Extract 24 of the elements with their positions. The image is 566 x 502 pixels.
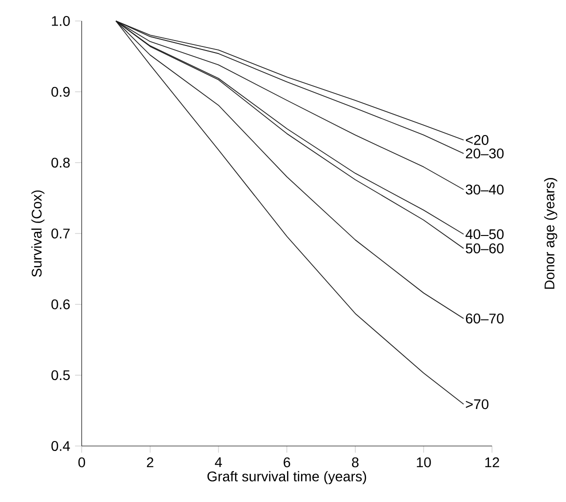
y-tick-label: 0.5: [51, 370, 70, 380]
y-tick-label: 0.7: [51, 228, 70, 238]
y-tick-label: 0.9: [51, 86, 70, 97]
x-tick-label: 0: [78, 457, 86, 468]
x-tick-label: 12: [485, 457, 500, 468]
x-tick-label: 8: [352, 457, 359, 468]
x-tick-label: 6: [284, 457, 290, 468]
y-tick-label: 0.6: [51, 299, 70, 310]
series-label: 60–70: [466, 314, 504, 324]
y-axis-title: Survival (Cox): [31, 190, 44, 277]
y-tick-label: 1.0: [52, 16, 70, 26]
series-label: >70: [466, 399, 488, 410]
legend-title: Donor age (years): [544, 178, 558, 289]
series-label: 50–60: [466, 243, 504, 254]
series-label: <20: [466, 135, 488, 145]
series-label: 40–50: [466, 229, 504, 240]
y-tick-label: 0.8: [51, 158, 70, 168]
y-tick-label: 0.4: [51, 441, 70, 451]
x-axis-title: Graft survival time (years): [207, 471, 366, 484]
x-tick-label: 10: [416, 457, 431, 468]
x-tick-label: 2: [146, 457, 154, 468]
x-tick-label: 4: [214, 457, 222, 468]
series-label: 20–30: [466, 148, 504, 158]
series-label: 30–40: [466, 184, 504, 195]
